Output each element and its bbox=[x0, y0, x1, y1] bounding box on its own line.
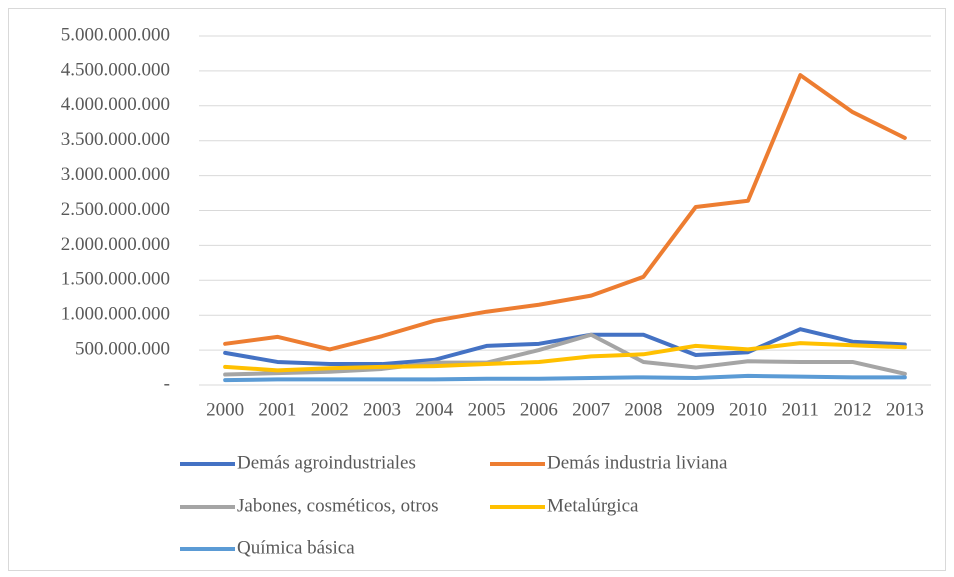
y-tick-label: 1.500.000.000 bbox=[61, 269, 170, 290]
y-tick-label: 5.000.000.000 bbox=[61, 24, 170, 45]
legend-label: Metalúrgica bbox=[547, 495, 639, 516]
x-tick-label: 2012 bbox=[834, 399, 872, 420]
legend-label: Demás industria liviana bbox=[547, 452, 728, 473]
y-tick-label: 500.000.000 bbox=[75, 338, 170, 359]
legend-label: Jabones, cosméticos, otros bbox=[237, 495, 439, 516]
x-tick-label: 2010 bbox=[729, 399, 767, 420]
y-tick-label: 3.500.000.000 bbox=[61, 129, 170, 150]
x-tick-label: 2013 bbox=[886, 399, 924, 420]
y-tick-label: 1.000.000.000 bbox=[61, 304, 170, 325]
y-tick-label: 2.500.000.000 bbox=[61, 199, 170, 220]
x-tick-label: 2004 bbox=[415, 399, 454, 420]
series-line bbox=[223, 73, 907, 352]
y-tick-label: 4.500.000.000 bbox=[61, 59, 170, 80]
legend-label: Demás agroindustriales bbox=[237, 452, 416, 473]
series-line bbox=[223, 373, 907, 383]
legend-label: Química básica bbox=[237, 537, 355, 558]
x-tick-label: 2007 bbox=[572, 399, 610, 420]
series-line bbox=[223, 332, 907, 377]
x-tick-label: 2002 bbox=[311, 399, 349, 420]
x-tick-label: 2001 bbox=[258, 399, 296, 420]
y-tick-label: - bbox=[164, 373, 170, 394]
y-tick-label: 2.000.000.000 bbox=[61, 234, 170, 255]
x-tick-label: 2005 bbox=[468, 399, 506, 420]
y-tick-label: 4.000.000.000 bbox=[61, 94, 170, 115]
series-line bbox=[223, 341, 907, 373]
y-tick-label: 3.000.000.000 bbox=[61, 164, 170, 185]
x-tick-label: 2009 bbox=[677, 399, 715, 420]
x-tick-label: 2003 bbox=[363, 399, 401, 420]
x-tick-label: 2006 bbox=[520, 399, 558, 420]
series-line bbox=[223, 327, 907, 367]
x-tick-label: 2011 bbox=[782, 399, 819, 420]
x-tick-label: 2000 bbox=[206, 399, 244, 420]
x-tick-label: 2008 bbox=[624, 399, 662, 420]
